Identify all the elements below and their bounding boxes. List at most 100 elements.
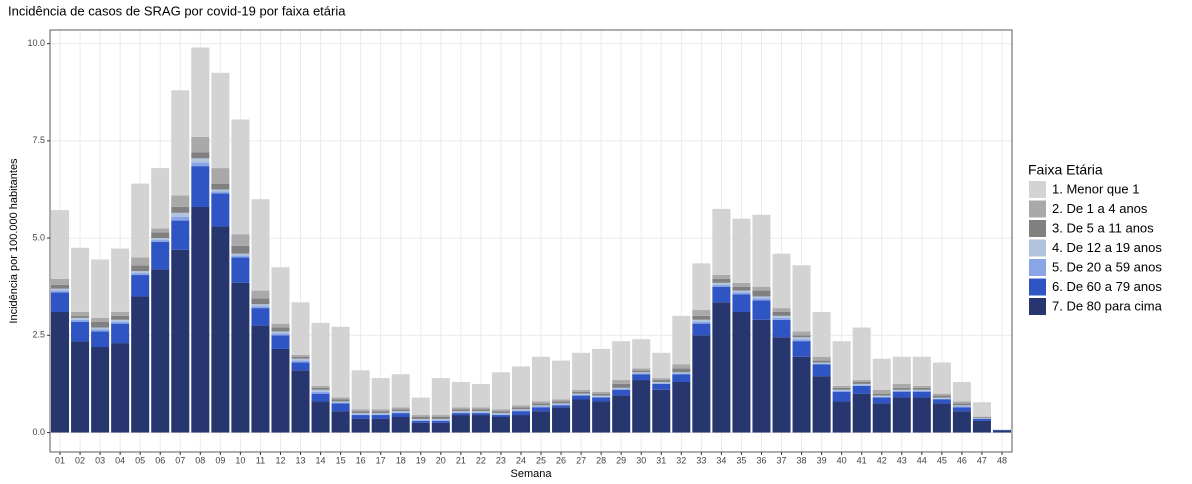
bar-segment: [371, 415, 390, 419]
bar-segment: [331, 401, 350, 403]
bar-segment: [552, 405, 571, 408]
bar-segment: [411, 397, 430, 416]
bar-segment: [491, 372, 510, 410]
bar-segment: [411, 418, 430, 421]
bar-segment: [772, 337, 791, 433]
x-tick-label: 05: [135, 455, 145, 465]
bar-segment: [391, 409, 410, 412]
bar-segment: [892, 389, 911, 391]
bar-segment: [692, 323, 711, 336]
bar-segment: [952, 401, 971, 404]
bar-segment: [632, 339, 651, 369]
bar-segment: [371, 413, 390, 415]
bar-segment: [732, 286, 751, 291]
bar-segment: [71, 341, 90, 433]
bar-segment: [331, 403, 350, 412]
bar-segment: [812, 364, 831, 377]
x-tick-label: 24: [516, 455, 526, 465]
bar-segment: [331, 411, 350, 433]
bar-segment: [752, 298, 771, 301]
bar-segment: [131, 265, 150, 272]
bar-segment: [91, 331, 110, 347]
bar-segment: [792, 337, 811, 340]
bar-segment: [211, 226, 230, 433]
bar-segment: [552, 360, 571, 400]
bar-segment: [431, 418, 450, 421]
bar-segment: [311, 389, 330, 392]
bar-segment: [211, 183, 230, 190]
bar-segment: [451, 409, 470, 412]
bar-segment: [872, 396, 891, 398]
x-tick-label: 03: [95, 455, 105, 465]
bar-segment: [552, 404, 571, 406]
bar-segment: [511, 366, 530, 406]
bar-segment: [932, 399, 951, 404]
bar-segment: [732, 292, 751, 295]
bar-segment: [331, 402, 350, 404]
bar-segment: [191, 136, 210, 153]
bar-segment: [171, 212, 190, 217]
bar-segment: [511, 407, 530, 410]
x-tick-label: 01: [55, 455, 65, 465]
y-tick-label: 0.0: [32, 427, 45, 437]
bar-segment: [271, 333, 290, 336]
bar-segment: [111, 311, 130, 316]
bar-segment: [832, 387, 851, 390]
x-tick-label: 32: [676, 455, 686, 465]
x-tick-label: 23: [496, 455, 506, 465]
legend-label: 5. De 20 a 59 anos: [1052, 259, 1162, 274]
bar-segment: [972, 418, 991, 421]
bar-segment: [391, 416, 410, 433]
bar-segment: [431, 422, 450, 433]
bar-segment: [151, 238, 170, 241]
bar-segment: [932, 393, 951, 396]
bar-segment: [511, 409, 530, 411]
bar-segment: [71, 247, 90, 312]
bar-segment: [592, 401, 611, 433]
bar-segment: [411, 416, 430, 419]
bar-segment: [732, 282, 751, 287]
bar-segment: [391, 374, 410, 408]
bar-segment: [71, 315, 90, 318]
x-tick-label: 15: [336, 455, 346, 465]
bar-segment: [692, 335, 711, 433]
bar-segment: [231, 234, 250, 246]
bar-segment: [572, 352, 591, 390]
bar-segment: [912, 389, 931, 391]
x-tick-label: 21: [456, 455, 466, 465]
bar-segment: [692, 319, 711, 322]
bar-segment: [812, 362, 831, 364]
bar-segment: [491, 414, 510, 416]
bar-segment: [692, 310, 711, 316]
bar-segment: [952, 406, 971, 408]
bar-segment: [291, 370, 310, 433]
bar-segment: [471, 409, 490, 412]
bar-segment: [451, 411, 470, 413]
bar-segment: [251, 325, 270, 433]
bar-segment: [231, 245, 250, 254]
bar-segment: [191, 166, 210, 207]
x-tick-label: 36: [756, 455, 766, 465]
bar-segment: [271, 335, 290, 349]
bar-segment: [712, 282, 731, 285]
bar-segment: [91, 317, 110, 322]
bar-segment: [552, 407, 571, 433]
bar-segment: [892, 387, 911, 390]
x-tick-label: 48: [997, 455, 1007, 465]
plot-border: [49, 29, 1013, 453]
x-tick-label: 44: [917, 455, 927, 465]
x-tick-label: 18: [396, 455, 406, 465]
bar-segment: [371, 411, 390, 414]
bar-segment: [812, 356, 831, 361]
bar-segment: [131, 275, 150, 297]
bar-segment: [532, 356, 551, 402]
bar-segment: [792, 335, 811, 338]
bar-segment: [932, 397, 951, 399]
bar-segment: [572, 389, 591, 392]
bar-segment: [91, 259, 110, 318]
bar-segment: [491, 415, 510, 417]
legend-label: 6. De 60 a 79 anos: [1052, 279, 1162, 294]
bar-segment: [491, 416, 510, 433]
bar-segment: [171, 220, 190, 250]
legend-label: 3. De 5 a 11 anos: [1052, 220, 1154, 235]
